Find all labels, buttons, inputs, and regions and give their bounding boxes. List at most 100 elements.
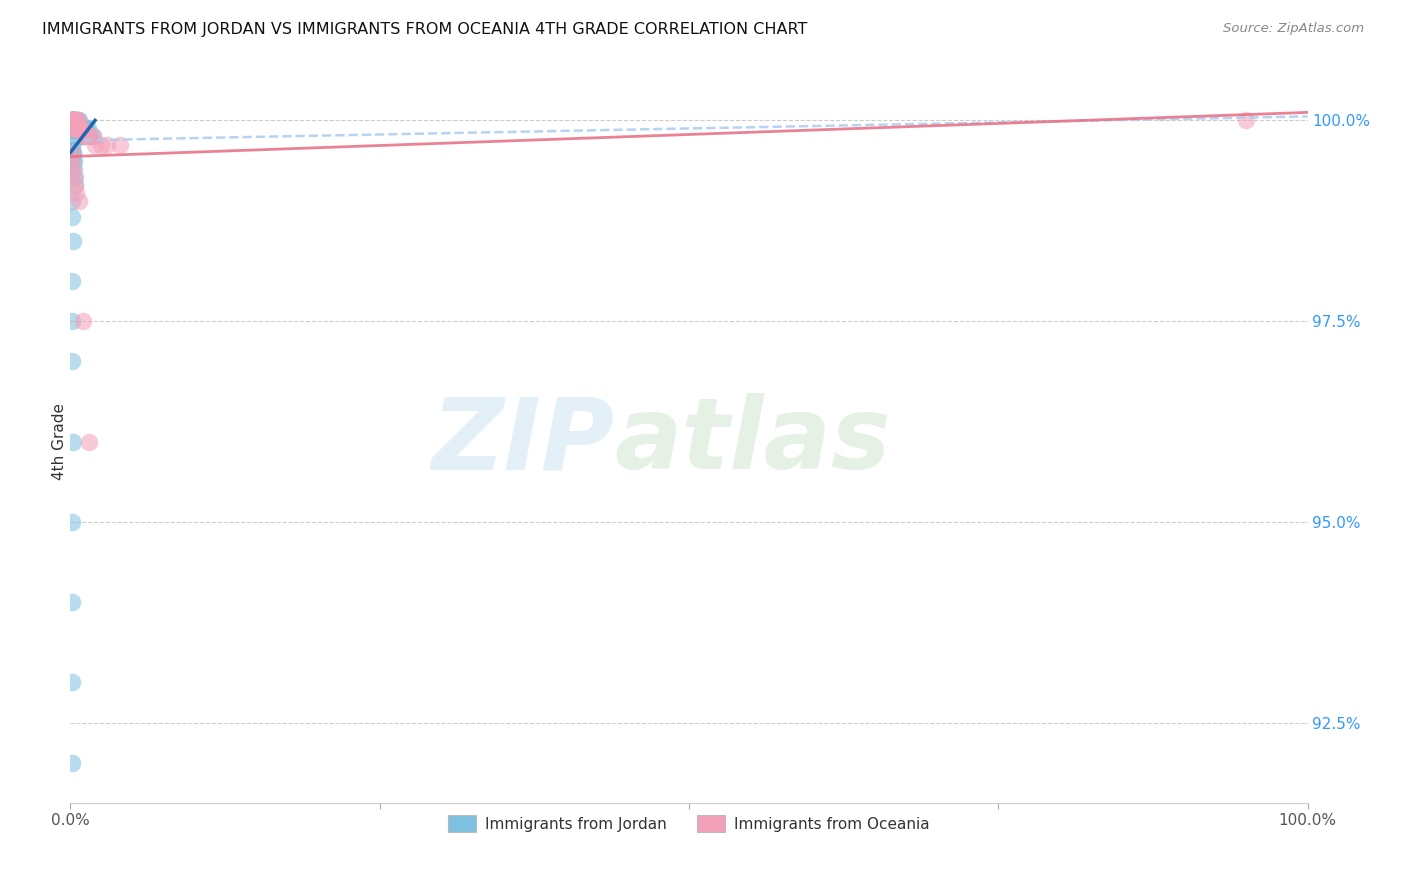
Point (62, 121, 84, 136)
Point (62, 161, 84, 176)
Point (63, 113, 86, 128)
Point (65, 113, 87, 128)
Point (65, 113, 87, 128)
Point (65, 113, 87, 128)
Point (63, 169, 86, 184)
Point (60, 113, 83, 128)
Point (62, 113, 84, 128)
Point (65, 186, 87, 200)
Point (60, 113, 83, 128)
Point (63, 121, 86, 136)
Point (62, 113, 84, 128)
Point (67, 194, 90, 208)
Point (60, 121, 83, 136)
Point (63, 121, 86, 136)
Point (65, 113, 87, 128)
Point (65, 178, 87, 192)
Point (60, 756, 83, 770)
Text: atlas: atlas (614, 393, 891, 490)
Point (60, 137, 83, 152)
Point (84, 137, 107, 152)
Point (65, 121, 87, 136)
Point (60, 113, 83, 128)
Point (73, 121, 96, 136)
Point (62, 113, 84, 128)
Point (65, 169, 87, 184)
Point (65, 121, 87, 136)
Point (63, 121, 86, 136)
Point (62, 145, 84, 160)
Point (60, 274, 83, 288)
Point (62, 145, 84, 160)
Point (63, 153, 86, 168)
Point (65, 121, 87, 136)
Point (72, 121, 94, 136)
Point (1234, 113, 1257, 128)
Point (77, 129, 100, 144)
Point (62, 434, 84, 449)
Point (82, 129, 104, 144)
Point (60, 113, 83, 128)
Point (60, 595, 83, 609)
Point (75, 121, 97, 136)
Point (62, 121, 84, 136)
Point (65, 121, 87, 136)
Point (60, 145, 83, 160)
Point (65, 178, 87, 192)
Point (60, 113, 83, 128)
Point (66, 121, 89, 136)
Point (60, 113, 83, 128)
Point (65, 113, 87, 128)
Point (60, 113, 83, 128)
Point (79, 129, 101, 144)
Point (60, 129, 83, 144)
Point (60, 145, 83, 160)
Text: IMMIGRANTS FROM JORDAN VS IMMIGRANTS FROM OCEANIA 4TH GRADE CORRELATION CHART: IMMIGRANTS FROM JORDAN VS IMMIGRANTS FRO… (42, 22, 807, 37)
Point (62, 234, 84, 248)
Y-axis label: 4th Grade: 4th Grade (52, 403, 66, 480)
Point (60, 113, 83, 128)
Point (63, 113, 86, 128)
Point (60, 210, 83, 224)
Point (62, 129, 84, 144)
Point (62, 113, 84, 128)
Point (69, 121, 91, 136)
Point (60, 675, 83, 690)
Point (69, 121, 91, 136)
Point (66, 113, 89, 128)
Point (70, 121, 93, 136)
Point (77, 129, 100, 144)
Point (70, 129, 93, 144)
Point (72, 129, 94, 144)
Point (60, 515, 83, 529)
Text: Source: ZipAtlas.com: Source: ZipAtlas.com (1223, 22, 1364, 36)
Point (75, 129, 97, 144)
Point (75, 121, 97, 136)
Text: ZIP: ZIP (432, 393, 614, 490)
Point (76, 121, 98, 136)
Point (60, 121, 83, 136)
Point (72, 129, 94, 144)
Point (82, 129, 104, 144)
Point (63, 113, 86, 128)
Point (60, 137, 83, 152)
Point (67, 113, 90, 128)
Point (62, 121, 84, 136)
Point (108, 137, 131, 152)
Point (66, 129, 89, 144)
Point (90, 137, 112, 152)
Point (65, 121, 87, 136)
Point (60, 113, 83, 128)
Point (62, 153, 84, 168)
Point (63, 161, 86, 176)
Point (60, 153, 83, 168)
Point (60, 121, 83, 136)
Point (60, 194, 83, 208)
Point (66, 121, 89, 136)
Legend: Immigrants from Jordan, Immigrants from Oceania: Immigrants from Jordan, Immigrants from … (443, 809, 935, 838)
Point (67, 121, 90, 136)
Point (60, 314, 83, 328)
Point (63, 129, 86, 144)
Point (77, 434, 100, 449)
Point (67, 121, 90, 136)
